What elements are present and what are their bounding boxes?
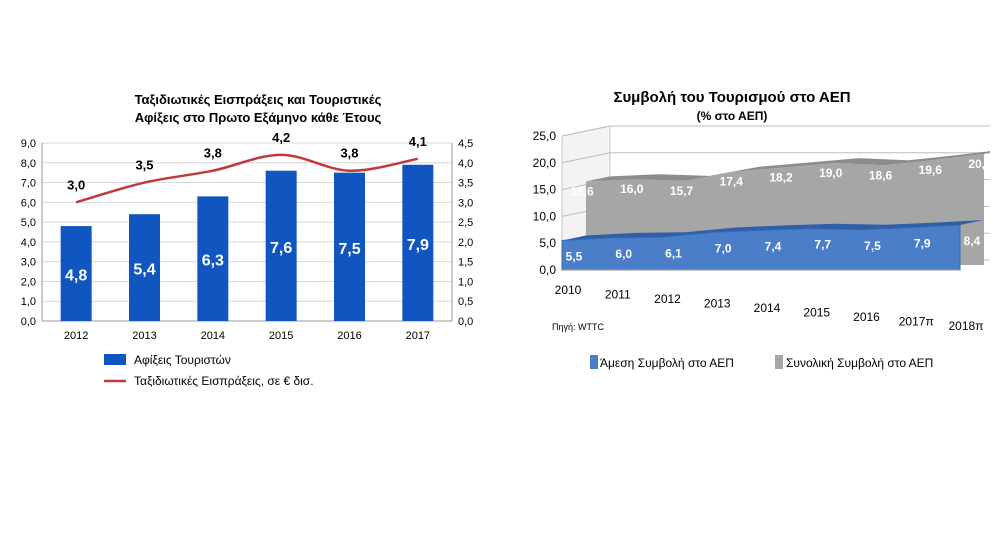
legend-label-direct: Άμεση Συμβολή στο ΑΕΠ bbox=[600, 356, 734, 370]
x-tick-label: 2013 bbox=[132, 330, 156, 342]
x-tick-label: 2018π bbox=[949, 319, 984, 333]
x-tick-label: 2016 bbox=[853, 310, 880, 324]
x-tick-label: 2012 bbox=[64, 330, 88, 342]
y-tick-label: 15,0 bbox=[533, 183, 557, 197]
y-left-tick-label: 0,0 bbox=[21, 316, 36, 328]
y-right-tick-label: 0,5 bbox=[458, 296, 473, 308]
y-left-tick-label: 2,0 bbox=[21, 276, 36, 288]
x-tick-label: 2014 bbox=[201, 330, 225, 342]
source-note: Πηγή: WTTC bbox=[552, 322, 605, 332]
x-tick-label: 2011 bbox=[605, 288, 631, 302]
y-left-tick-label: 8,0 bbox=[21, 158, 36, 170]
chart-title-line: Ταξιδιωτικές Εισπράξεις και Τουριστικές bbox=[135, 92, 382, 107]
total-data-label: 15,6 bbox=[570, 184, 594, 198]
y-right-tick-label: 2,0 bbox=[458, 237, 473, 249]
y-tick-label: 10,0 bbox=[533, 209, 557, 223]
y-right-tick-label: 3,0 bbox=[458, 197, 473, 209]
x-tick-label: 2017 bbox=[406, 330, 430, 342]
line-data-label: 4,2 bbox=[272, 130, 290, 145]
direct-area-top-surface bbox=[562, 219, 984, 241]
line-data-label: 3,5 bbox=[135, 158, 153, 173]
y-right-tick-label: 3,5 bbox=[458, 178, 473, 190]
y-right-tick-label: 4,5 bbox=[458, 138, 473, 150]
bar-data-label: 7,5 bbox=[338, 241, 360, 258]
y-left-tick-label: 9,0 bbox=[21, 138, 36, 150]
chart-title-line: Αφίξεις στο Πρωτο Εξάμηνο κάθε Έτους bbox=[135, 110, 382, 125]
line-data-label: 3,0 bbox=[67, 177, 85, 192]
x-tick-label: 2014 bbox=[754, 301, 781, 315]
legend-swatch-total bbox=[775, 355, 783, 369]
y-left-tick-label: 1,0 bbox=[21, 296, 36, 308]
y-right-tick-label: 2,5 bbox=[458, 217, 473, 229]
bar-data-label: 7,9 bbox=[407, 237, 429, 254]
y-tick-label: 20,0 bbox=[533, 156, 557, 170]
direct-data-label: 7,7 bbox=[814, 238, 831, 252]
y-right-tick-label: 0,0 bbox=[458, 316, 473, 328]
direct-data-label: 6,0 bbox=[615, 247, 632, 261]
y-left-tick-label: 5,0 bbox=[21, 217, 36, 229]
total-data-label: 17,4 bbox=[720, 175, 744, 189]
gridline bbox=[561, 125, 990, 137]
direct-data-label: 7,0 bbox=[715, 241, 732, 255]
total-data-label: 15,7 bbox=[670, 184, 694, 198]
direct-data-label: 5,5 bbox=[566, 250, 583, 264]
y-right-tick-label: 1,0 bbox=[458, 276, 473, 288]
chart-title: Συμβολή του Τουρισμού στο ΑΕΠ bbox=[613, 89, 850, 106]
total-data-label: 18,2 bbox=[769, 170, 793, 184]
bar bbox=[334, 172, 365, 321]
bar-data-label: 5,4 bbox=[133, 262, 155, 279]
x-tick-label: 2017π bbox=[899, 315, 934, 329]
bar bbox=[265, 170, 297, 321]
y-tick-label: 25,0 bbox=[533, 129, 557, 143]
legend-label-line: Ταξιδιωτικές Εισπράξεις, σε € δισ. bbox=[134, 374, 314, 388]
line-data-label: 4,1 bbox=[409, 134, 427, 149]
legend-label-total: Συνολική Συμβολή στο ΑΕΠ bbox=[786, 356, 933, 370]
direct-data-label: 8,4 bbox=[964, 234, 981, 248]
bar bbox=[197, 196, 229, 321]
bar bbox=[129, 214, 160, 321]
y-left-tick-label: 6,0 bbox=[21, 197, 36, 209]
total-area-top-surface bbox=[586, 151, 990, 182]
bar bbox=[402, 164, 434, 321]
tourism-receipts-arrivals-chart: Ταξιδιωτικές Εισπράξεις και Τουριστικές Α… bbox=[21, 92, 474, 388]
tourism-gdp-contribution-chart: Συμβολή του Τουρισμού στο ΑΕΠ (% στο ΑΕΠ)… bbox=[533, 89, 990, 370]
total-data-label: 20,7 bbox=[968, 157, 990, 171]
line-data-label: 3,8 bbox=[340, 146, 358, 161]
y-right-tick-label: 4,0 bbox=[458, 158, 473, 170]
direct-data-label: 7,5 bbox=[864, 239, 881, 253]
y-left-tick-label: 3,0 bbox=[21, 257, 36, 269]
total-data-label: 19,0 bbox=[819, 166, 843, 180]
bar-data-label: 7,6 bbox=[270, 240, 292, 257]
legend-label-bars: Αφίξεις Τουριστών bbox=[134, 353, 231, 367]
bar-data-label: 4,8 bbox=[65, 268, 87, 285]
direct-data-label: 7,4 bbox=[765, 239, 782, 253]
direct-data-label: 7,9 bbox=[914, 237, 931, 251]
total-data-label: 19,6 bbox=[919, 163, 943, 177]
y-left-tick-label: 4,0 bbox=[21, 237, 36, 249]
x-tick-label: 2015 bbox=[269, 330, 293, 342]
x-tick-label: 2015 bbox=[803, 306, 830, 320]
x-tick-label: 2010 bbox=[555, 283, 582, 297]
x-tick-label: 2013 bbox=[704, 297, 731, 311]
line-data-label: 3,8 bbox=[204, 146, 222, 161]
bar bbox=[60, 226, 92, 321]
gridline bbox=[561, 152, 990, 164]
chart-subtitle: (% στο ΑΕΠ) bbox=[697, 109, 768, 123]
total-data-label: 16,0 bbox=[620, 182, 644, 196]
x-tick-label: 2016 bbox=[337, 330, 361, 342]
y-tick-label: 0,0 bbox=[539, 263, 556, 277]
direct-data-label: 6,1 bbox=[665, 246, 682, 260]
y-left-tick-label: 7,0 bbox=[21, 178, 36, 190]
y-right-tick-label: 1,5 bbox=[458, 257, 473, 269]
legend-swatch-bars bbox=[104, 354, 126, 365]
bar-data-label: 6,3 bbox=[202, 253, 224, 270]
receipts-line bbox=[75, 153, 419, 204]
x-tick-label: 2012 bbox=[654, 292, 681, 306]
y-tick-label: 5,0 bbox=[539, 236, 556, 250]
direct-area bbox=[561, 224, 961, 271]
total-data-label: 18,6 bbox=[869, 168, 893, 182]
legend-swatch-direct bbox=[590, 355, 598, 369]
